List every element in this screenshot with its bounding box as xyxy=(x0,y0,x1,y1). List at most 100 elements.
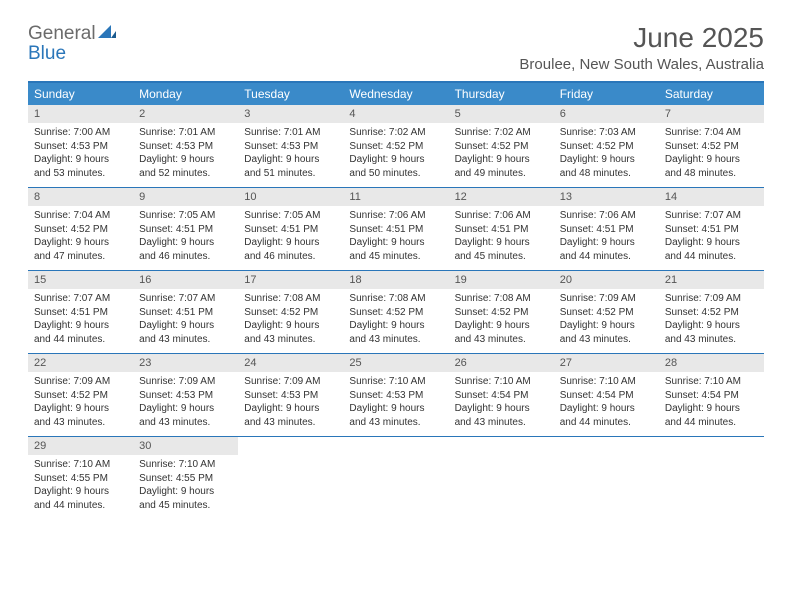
logo-sail-icon xyxy=(98,26,116,43)
day-number: 16 xyxy=(133,271,238,289)
day-cell: 20Sunrise: 7:09 AMSunset: 4:52 PMDayligh… xyxy=(554,271,659,353)
day-day1: Daylight: 9 hours xyxy=(244,153,337,167)
day-body: Sunrise: 7:07 AMSunset: 4:51 PMDaylight:… xyxy=(28,289,133,350)
day-cell xyxy=(238,437,343,519)
day-sunset: Sunset: 4:53 PM xyxy=(349,389,442,403)
day-sunrise: Sunrise: 7:10 AM xyxy=(665,375,758,389)
day-day2: and 43 minutes. xyxy=(34,416,127,430)
day-header-tue: Tuesday xyxy=(238,83,343,105)
day-sunrise: Sunrise: 7:10 AM xyxy=(560,375,653,389)
day-sunrise: Sunrise: 7:09 AM xyxy=(244,375,337,389)
day-body: Sunrise: 7:05 AMSunset: 4:51 PMDaylight:… xyxy=(133,206,238,267)
day-sunset: Sunset: 4:54 PM xyxy=(455,389,548,403)
day-day1: Daylight: 9 hours xyxy=(34,236,127,250)
day-sunrise: Sunrise: 7:07 AM xyxy=(665,209,758,223)
calendar-page: General Blue June 2025 Broulee, New Sout… xyxy=(0,0,792,541)
day-day2: and 48 minutes. xyxy=(560,167,653,181)
day-sunset: Sunset: 4:52 PM xyxy=(34,389,127,403)
day-day2: and 43 minutes. xyxy=(349,333,442,347)
week-row: 22Sunrise: 7:09 AMSunset: 4:52 PMDayligh… xyxy=(28,354,764,437)
day-cell: 3Sunrise: 7:01 AMSunset: 4:53 PMDaylight… xyxy=(238,105,343,187)
day-sunset: Sunset: 4:53 PM xyxy=(139,140,232,154)
day-sunset: Sunset: 4:51 PM xyxy=(139,223,232,237)
logo: General Blue xyxy=(28,24,116,64)
day-day1: Daylight: 9 hours xyxy=(560,319,653,333)
day-cell: 23Sunrise: 7:09 AMSunset: 4:53 PMDayligh… xyxy=(133,354,238,436)
day-body xyxy=(659,443,764,450)
day-day2: and 49 minutes. xyxy=(455,167,548,181)
week-row: 8Sunrise: 7:04 AMSunset: 4:52 PMDaylight… xyxy=(28,188,764,271)
day-body: Sunrise: 7:00 AMSunset: 4:53 PMDaylight:… xyxy=(28,123,133,184)
day-day2: and 43 minutes. xyxy=(139,333,232,347)
day-sunrise: Sunrise: 7:10 AM xyxy=(349,375,442,389)
day-day1: Daylight: 9 hours xyxy=(139,153,232,167)
logo-text-general: General xyxy=(28,23,96,44)
day-day1: Daylight: 9 hours xyxy=(455,319,548,333)
day-day1: Daylight: 9 hours xyxy=(244,236,337,250)
day-body: Sunrise: 7:04 AMSunset: 4:52 PMDaylight:… xyxy=(28,206,133,267)
day-sunset: Sunset: 4:53 PM xyxy=(244,140,337,154)
day-cell: 22Sunrise: 7:09 AMSunset: 4:52 PMDayligh… xyxy=(28,354,133,436)
day-sunset: Sunset: 4:52 PM xyxy=(349,306,442,320)
logo-text-blue: Blue xyxy=(28,43,66,64)
day-sunset: Sunset: 4:53 PM xyxy=(139,389,232,403)
day-body: Sunrise: 7:02 AMSunset: 4:52 PMDaylight:… xyxy=(449,123,554,184)
day-cell: 13Sunrise: 7:06 AMSunset: 4:51 PMDayligh… xyxy=(554,188,659,270)
day-cell xyxy=(554,437,659,519)
day-sunrise: Sunrise: 7:05 AM xyxy=(244,209,337,223)
day-cell: 7Sunrise: 7:04 AMSunset: 4:52 PMDaylight… xyxy=(659,105,764,187)
day-number: 20 xyxy=(554,271,659,289)
day-body xyxy=(343,443,448,450)
day-cell: 14Sunrise: 7:07 AMSunset: 4:51 PMDayligh… xyxy=(659,188,764,270)
day-sunset: Sunset: 4:51 PM xyxy=(244,223,337,237)
day-day2: and 44 minutes. xyxy=(560,416,653,430)
day-body: Sunrise: 7:02 AMSunset: 4:52 PMDaylight:… xyxy=(343,123,448,184)
day-cell: 30Sunrise: 7:10 AMSunset: 4:55 PMDayligh… xyxy=(133,437,238,519)
day-header-fri: Friday xyxy=(554,83,659,105)
day-sunset: Sunset: 4:52 PM xyxy=(665,140,758,154)
day-number: 14 xyxy=(659,188,764,206)
day-day1: Daylight: 9 hours xyxy=(349,236,442,250)
day-day1: Daylight: 9 hours xyxy=(349,153,442,167)
day-sunrise: Sunrise: 7:06 AM xyxy=(455,209,548,223)
day-day1: Daylight: 9 hours xyxy=(244,402,337,416)
day-sunset: Sunset: 4:51 PM xyxy=(34,306,127,320)
day-body: Sunrise: 7:09 AMSunset: 4:52 PMDaylight:… xyxy=(659,289,764,350)
day-day2: and 52 minutes. xyxy=(139,167,232,181)
calendar-grid: Sunday Monday Tuesday Wednesday Thursday… xyxy=(28,81,764,519)
day-day1: Daylight: 9 hours xyxy=(349,319,442,333)
day-day1: Daylight: 9 hours xyxy=(665,319,758,333)
day-cell: 12Sunrise: 7:06 AMSunset: 4:51 PMDayligh… xyxy=(449,188,554,270)
day-sunrise: Sunrise: 7:07 AM xyxy=(34,292,127,306)
day-body: Sunrise: 7:09 AMSunset: 4:53 PMDaylight:… xyxy=(238,372,343,433)
day-number: 18 xyxy=(343,271,448,289)
day-number: 30 xyxy=(133,437,238,455)
day-day2: and 46 minutes. xyxy=(139,250,232,264)
day-body xyxy=(554,443,659,450)
day-sunset: Sunset: 4:51 PM xyxy=(139,306,232,320)
day-body: Sunrise: 7:05 AMSunset: 4:51 PMDaylight:… xyxy=(238,206,343,267)
day-sunrise: Sunrise: 7:02 AM xyxy=(349,126,442,140)
day-sunrise: Sunrise: 7:00 AM xyxy=(34,126,127,140)
day-day1: Daylight: 9 hours xyxy=(455,236,548,250)
day-number: 4 xyxy=(343,105,448,123)
day-cell: 29Sunrise: 7:10 AMSunset: 4:55 PMDayligh… xyxy=(28,437,133,519)
day-header-sun: Sunday xyxy=(28,83,133,105)
day-cell: 24Sunrise: 7:09 AMSunset: 4:53 PMDayligh… xyxy=(238,354,343,436)
day-sunset: Sunset: 4:51 PM xyxy=(455,223,548,237)
day-day2: and 51 minutes. xyxy=(244,167,337,181)
day-header-mon: Monday xyxy=(133,83,238,105)
day-day1: Daylight: 9 hours xyxy=(139,236,232,250)
day-sunset: Sunset: 4:51 PM xyxy=(665,223,758,237)
day-sunrise: Sunrise: 7:07 AM xyxy=(139,292,232,306)
day-number: 17 xyxy=(238,271,343,289)
day-body xyxy=(238,443,343,450)
day-number: 2 xyxy=(133,105,238,123)
day-body: Sunrise: 7:08 AMSunset: 4:52 PMDaylight:… xyxy=(238,289,343,350)
day-header-wed: Wednesday xyxy=(343,83,448,105)
day-cell: 5Sunrise: 7:02 AMSunset: 4:52 PMDaylight… xyxy=(449,105,554,187)
day-sunrise: Sunrise: 7:03 AM xyxy=(560,126,653,140)
day-cell: 1Sunrise: 7:00 AMSunset: 4:53 PMDaylight… xyxy=(28,105,133,187)
day-day1: Daylight: 9 hours xyxy=(34,485,127,499)
day-number: 29 xyxy=(28,437,133,455)
